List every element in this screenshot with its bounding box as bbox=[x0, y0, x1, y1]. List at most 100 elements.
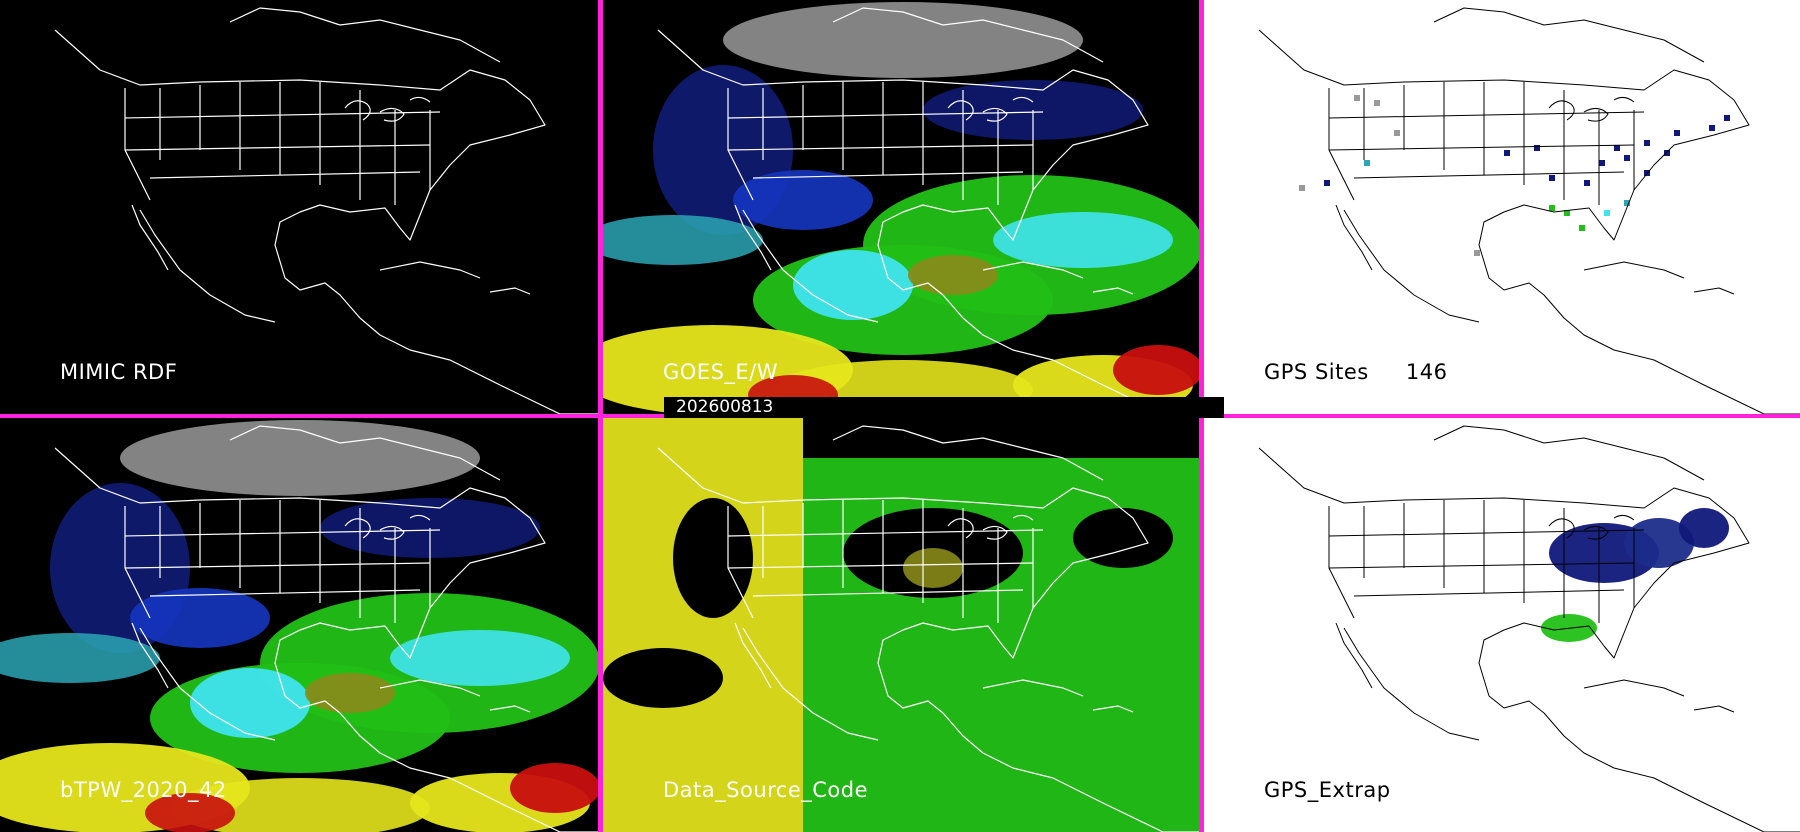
state-border bbox=[1328, 529, 1645, 537]
coastline bbox=[657, 447, 1199, 832]
state-border bbox=[752, 171, 1024, 179]
tpw-gray-region bbox=[120, 420, 480, 496]
gps-site-marker bbox=[1644, 140, 1650, 146]
gps-site-marker bbox=[1564, 210, 1570, 216]
tpw-cyan-region bbox=[993, 212, 1173, 268]
gps-site-marker bbox=[1549, 175, 1555, 181]
panel-mimic-rdf: MIMIC RDF bbox=[0, 0, 598, 414]
gps-site-marker bbox=[1504, 150, 1510, 156]
gps-site-marker bbox=[1624, 155, 1630, 161]
coastline bbox=[131, 204, 169, 271]
coastline bbox=[1092, 705, 1134, 713]
coastline bbox=[982, 261, 1084, 279]
gps-site-marker bbox=[1394, 130, 1400, 136]
gps-site-marker bbox=[1584, 180, 1590, 186]
state-border bbox=[752, 589, 1024, 597]
panel-goes-ew: GOES_E/W bbox=[603, 0, 1199, 414]
coastline bbox=[742, 209, 879, 323]
extrap-navy-region bbox=[1679, 508, 1729, 548]
lake-outline bbox=[344, 518, 371, 539]
state-border bbox=[1328, 562, 1635, 569]
gps-sites-title: GPS Sites bbox=[1264, 360, 1369, 384]
state-border bbox=[124, 88, 151, 201]
coastline bbox=[1335, 622, 1373, 689]
source-yellow-region bbox=[603, 418, 803, 832]
tpw-olive-region bbox=[305, 673, 395, 713]
coastline bbox=[832, 7, 1104, 63]
gps-site-marker bbox=[1299, 185, 1305, 191]
panel-label-data-source-code: Data_Source_Code bbox=[663, 778, 869, 802]
gps-site-marker bbox=[1604, 210, 1610, 216]
source-olive-region bbox=[903, 548, 963, 588]
state-border bbox=[124, 144, 431, 151]
panel-data-source-code: Data_Source_Code bbox=[603, 418, 1199, 832]
panel-gps-sites: GPS Sites 146 bbox=[1204, 0, 1800, 414]
tpw-cyan-region bbox=[390, 630, 570, 686]
tpw-cyan-region bbox=[190, 668, 310, 738]
coastline bbox=[379, 679, 481, 697]
coastline bbox=[657, 29, 1199, 414]
coastline bbox=[1693, 287, 1735, 295]
tpw-olive-region bbox=[908, 255, 998, 295]
state-border bbox=[149, 171, 421, 179]
map-goes-ew bbox=[603, 2, 1199, 414]
map-outline bbox=[657, 7, 1199, 414]
source-gap bbox=[673, 498, 753, 618]
gps-site-marker bbox=[1579, 225, 1585, 231]
state-border bbox=[727, 529, 1044, 537]
lake-outline bbox=[947, 100, 974, 121]
date-label: 202600813 bbox=[664, 397, 1224, 418]
lake-outline bbox=[379, 107, 405, 122]
coastline bbox=[734, 622, 772, 689]
coastline bbox=[489, 287, 531, 295]
state-border bbox=[1328, 88, 1355, 201]
tpw-blue-region bbox=[130, 588, 270, 648]
state-border bbox=[1328, 111, 1645, 119]
panel-btpw-2020-42: bTPW_2020_42 bbox=[0, 418, 598, 832]
lake-outline bbox=[409, 514, 431, 521]
lake-outline bbox=[1583, 526, 1609, 540]
coastline bbox=[832, 425, 1104, 481]
tpw-teal-region bbox=[0, 633, 160, 683]
coastline bbox=[1433, 7, 1705, 63]
lake-outline bbox=[947, 518, 974, 539]
panel-gps-extrap: GPS_Extrap bbox=[1204, 418, 1800, 832]
coastline bbox=[229, 7, 501, 63]
gps-site-marker bbox=[1374, 100, 1380, 106]
lake-outline bbox=[982, 107, 1008, 122]
coastline bbox=[489, 705, 531, 713]
map-gps-sites bbox=[1258, 7, 1800, 414]
gps-site-marker bbox=[1599, 160, 1605, 166]
coastline bbox=[229, 425, 501, 481]
coastline bbox=[1258, 29, 1800, 414]
tpw-red-region bbox=[145, 793, 235, 832]
gps-sites-count: 146 bbox=[1405, 360, 1448, 384]
tpw-teal-region bbox=[603, 215, 763, 265]
state-border bbox=[1353, 171, 1625, 179]
map-data-source-code bbox=[603, 418, 1199, 832]
lake-outline bbox=[1012, 514, 1034, 521]
coastline bbox=[379, 261, 481, 279]
lake-outline bbox=[379, 525, 405, 540]
panel-label-gps-sites: GPS Sites 146 bbox=[1264, 360, 1447, 384]
map-outline bbox=[54, 425, 598, 832]
lake-outline bbox=[344, 100, 371, 121]
coastline bbox=[1092, 287, 1134, 295]
coastline bbox=[742, 627, 879, 741]
gps-site-marker bbox=[1549, 205, 1555, 211]
tpw-cyan-region bbox=[793, 250, 913, 320]
coastline bbox=[131, 622, 169, 689]
state-border bbox=[727, 111, 1044, 119]
gps-site-marker bbox=[1709, 125, 1715, 131]
coastline bbox=[1583, 261, 1685, 279]
gps-site-marker bbox=[1624, 200, 1630, 206]
coastline bbox=[1343, 627, 1480, 741]
state-border bbox=[1328, 506, 1355, 619]
gps-site-marker bbox=[1724, 115, 1730, 121]
coastline bbox=[139, 627, 276, 741]
lake-outline bbox=[1583, 108, 1609, 122]
gps-site-marker bbox=[1664, 150, 1670, 156]
gps-site-marker bbox=[1324, 180, 1330, 186]
state-border bbox=[727, 144, 1034, 151]
